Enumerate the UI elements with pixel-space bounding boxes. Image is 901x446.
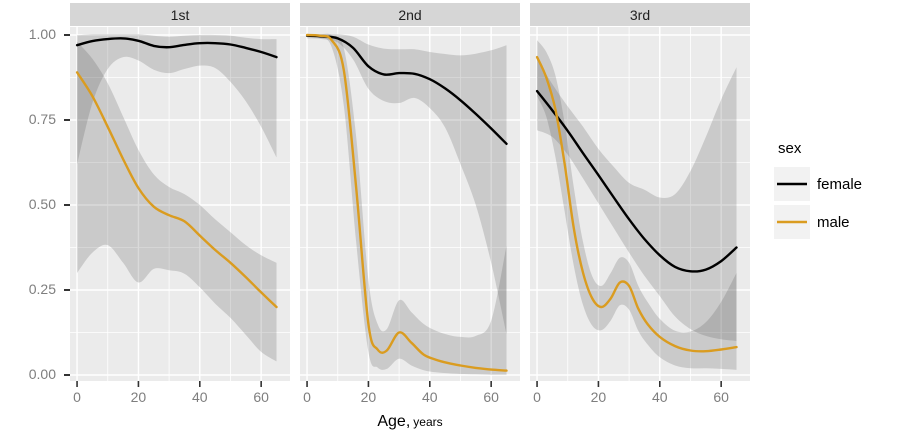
x-axis-title-main: Age, [377, 413, 411, 430]
x-axis-labels-2nd: 0 20 40 60 [300, 389, 520, 407]
x-tick-label: 60 [483, 389, 499, 405]
x-tick-label: 20 [590, 389, 607, 405]
facet-2nd: 2nd 0 20 40 60 [300, 0, 520, 446]
x-tick-label: 60 [253, 389, 269, 405]
facet-strip-2nd: 2nd [300, 3, 520, 26]
panel-1st [70, 27, 290, 387]
x-tick-label: 40 [421, 389, 438, 405]
x-tick-label: 0 [303, 389, 311, 405]
y-tick-label: 1.00 [28, 26, 56, 42]
y-tick-mark [64, 119, 70, 121]
x-axis-labels-3rd: 0 20 40 60 [530, 389, 750, 407]
x-tick-label: 40 [191, 389, 208, 405]
facet-1st: 1st 0 20 40 60 [70, 0, 290, 446]
legend-item-female: female [774, 167, 862, 201]
panel-3rd [530, 27, 750, 387]
x-axis-labels-1st: 0 20 40 60 [70, 389, 290, 407]
x-tick-label: 60 [713, 389, 729, 405]
legend: sex female male [774, 140, 862, 243]
x-axis-title: Age, years [70, 413, 750, 431]
legend-label-male: male [817, 213, 850, 231]
legend-key-male [774, 205, 810, 239]
facet-strip-1st: 1st [70, 3, 290, 26]
x-tick-label: 20 [360, 389, 377, 405]
y-tick-label: 0.25 [28, 281, 56, 297]
x-tick-label: 0 [533, 389, 541, 405]
y-tick-mark [64, 374, 70, 376]
legend-label-female: female [817, 175, 863, 193]
y-tick-mark [64, 289, 70, 291]
y-tick-mark [64, 34, 70, 36]
y-tick-label: 0.75 [28, 111, 56, 127]
facet-3rd: 3rd 0 20 40 60 [530, 0, 750, 446]
x-tick-label: 40 [651, 389, 668, 405]
facet-strip-3rd: 3rd [530, 3, 750, 26]
y-tick-mark [64, 204, 70, 206]
y-tick-label: 0.00 [28, 366, 56, 382]
y-tick-label: 0.50 [28, 196, 56, 212]
legend-key-female [774, 167, 810, 201]
x-tick-label: 0 [73, 389, 81, 405]
legend-item-male: male [774, 205, 862, 239]
panel-2nd [300, 27, 520, 387]
legend-title: sex [778, 140, 802, 157]
x-axis-title-unit: years [413, 415, 443, 429]
x-tick-label: 20 [130, 389, 147, 405]
